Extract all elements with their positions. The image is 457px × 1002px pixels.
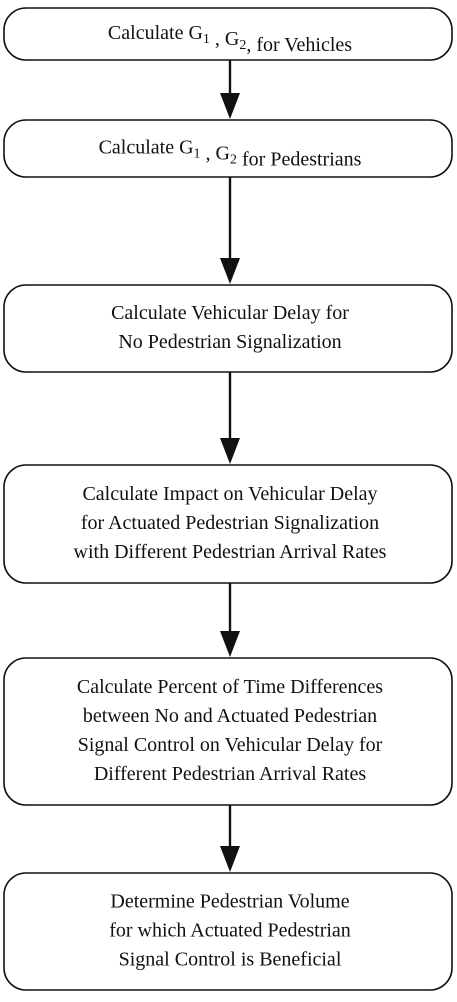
- label-text: for Pedestrians: [237, 148, 362, 170]
- node-label: Different Pedestrian Arrival Rates: [94, 763, 367, 785]
- node-label: between No and Actuated Pedestrian: [83, 705, 377, 727]
- arrow-head: [220, 438, 240, 464]
- label-text: Determine Pedestrian Volume: [110, 890, 349, 912]
- process-node: Calculate Vehicular Delay for No Pedestri…: [3, 284, 453, 373]
- node-label: Determine Pedestrian Volume: [110, 890, 349, 912]
- subscript: 2: [230, 153, 237, 168]
- label-text: Calculate G: [99, 136, 194, 158]
- process-box: [3, 284, 453, 373]
- node-label: No Pedestrian Signalization: [118, 331, 341, 353]
- subscript: 2: [239, 38, 246, 53]
- node-label: for Actuated Pedestrian Signalization: [81, 512, 379, 534]
- node-label: for which Actuated Pedestrian: [109, 919, 351, 941]
- process-node: Calculate G1 , G2, for Vehicles: [3, 7, 453, 61]
- label-text: between No and Actuated Pedestrian: [83, 705, 377, 727]
- label-text: Signal Control is Beneficial: [119, 948, 342, 970]
- subscript: 1: [203, 32, 210, 47]
- process-node: Calculate Impact on Vehicular Delay for A…: [3, 464, 453, 584]
- label-text: Calculate G: [108, 22, 203, 44]
- process-node: Determine Pedestrian Volume for which Act…: [3, 872, 453, 991]
- label-text: , for Vehicles: [246, 34, 352, 56]
- subscript: 1: [194, 147, 201, 162]
- label-text: with Different Pedestrian Arrival Rates: [74, 541, 387, 563]
- label-text: Calculate Vehicular Delay for: [111, 302, 349, 324]
- process-box: [3, 872, 453, 991]
- node-label: Signal Control is Beneficial: [119, 948, 342, 970]
- node-label: Calculate G1 , G2 for Pedestrians: [99, 136, 362, 170]
- label-text: , G: [201, 142, 230, 164]
- node-label: Calculate G1 , G2, for Vehicles: [108, 22, 352, 56]
- process-box: [3, 119, 453, 178]
- process-node: Calculate Percent of Time Differences bet…: [3, 657, 453, 806]
- label-text: Different Pedestrian Arrival Rates: [94, 763, 367, 785]
- label-text: Signal Control on Vehicular Delay for: [78, 734, 383, 756]
- label-text: Calculate Percent of Time Differences: [77, 676, 383, 698]
- label-text: for which Actuated Pedestrian: [109, 919, 351, 941]
- node-label: Calculate Vehicular Delay for: [111, 302, 349, 324]
- process-box: [3, 657, 453, 806]
- node-label: with Different Pedestrian Arrival Rates: [74, 541, 387, 563]
- node-label: Calculate Percent of Time Differences: [77, 676, 383, 698]
- arrow-head: [220, 631, 240, 657]
- process-node: Calculate G1 , G2 for Pedestrians: [3, 119, 453, 178]
- arrow-head: [220, 93, 240, 119]
- node-label: Calculate Impact on Vehicular Delay: [82, 483, 377, 505]
- label-text: , G: [210, 28, 239, 50]
- node-label: Signal Control on Vehicular Delay for: [78, 734, 383, 756]
- process-box: [3, 7, 453, 61]
- label-text: Calculate Impact on Vehicular Delay: [82, 483, 377, 505]
- label-text: No Pedestrian Signalization: [118, 331, 341, 353]
- label-text: for Actuated Pedestrian Signalization: [81, 512, 379, 534]
- process-box: [3, 464, 453, 584]
- arrow-head: [220, 846, 240, 872]
- arrow-head: [220, 258, 240, 284]
